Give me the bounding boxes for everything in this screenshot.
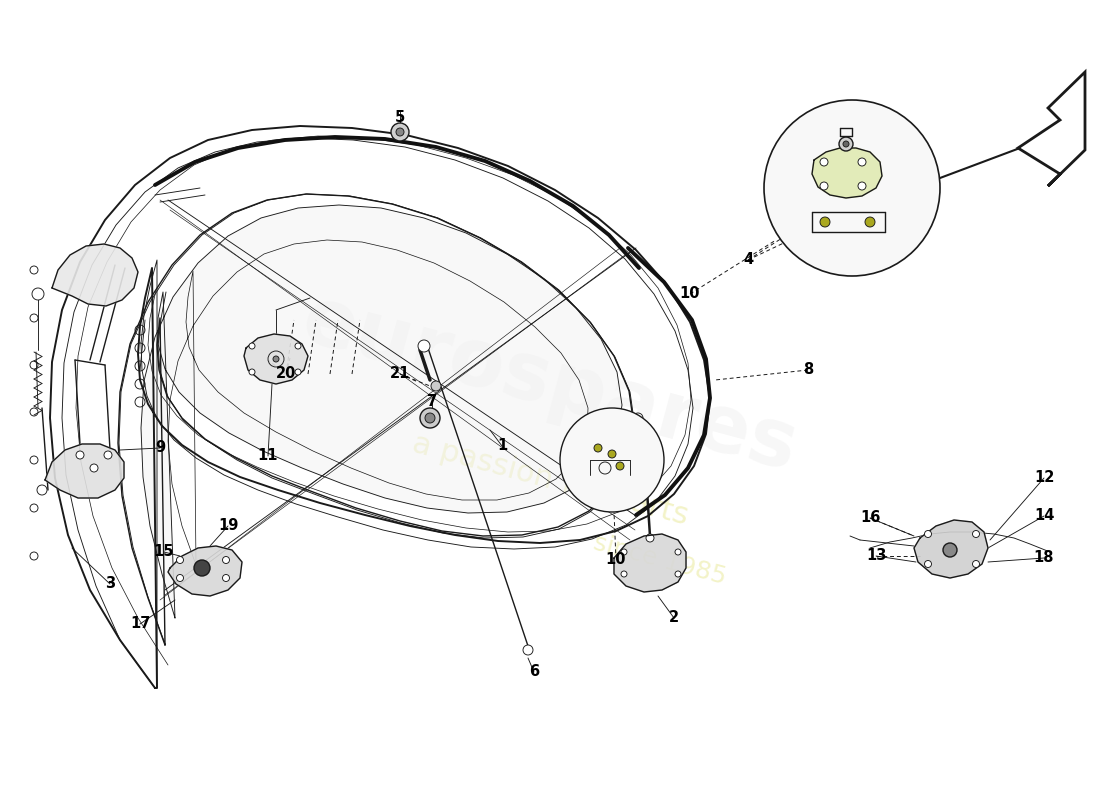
Circle shape [222,574,230,582]
Text: 11: 11 [257,449,278,463]
Circle shape [820,182,828,190]
Circle shape [675,549,681,555]
Text: 14: 14 [1034,509,1054,523]
Circle shape [176,557,184,563]
Text: 18: 18 [1034,550,1054,566]
Circle shape [839,137,853,151]
Text: 16: 16 [860,510,880,526]
Circle shape [858,182,866,190]
Text: 19: 19 [218,518,239,534]
Circle shape [843,141,849,147]
Polygon shape [812,148,882,198]
Text: 6: 6 [529,665,539,679]
Circle shape [764,100,940,276]
Circle shape [222,557,230,563]
Circle shape [820,217,830,227]
Text: 12: 12 [1034,470,1054,486]
Text: 9: 9 [155,441,165,455]
Polygon shape [614,534,686,592]
Circle shape [431,381,441,391]
Circle shape [858,158,866,166]
Circle shape [616,462,624,470]
Circle shape [76,451,84,459]
Circle shape [943,543,957,557]
Polygon shape [168,546,242,596]
Text: 4: 4 [742,253,754,267]
Text: 20: 20 [276,366,296,382]
Polygon shape [914,520,988,578]
Text: 10: 10 [606,553,626,567]
Text: a passion for parts: a passion for parts [409,429,691,531]
Circle shape [37,485,47,495]
Text: 21: 21 [389,366,410,382]
Circle shape [820,158,828,166]
Text: 13: 13 [866,549,887,563]
Circle shape [249,369,255,375]
Circle shape [594,444,602,452]
Circle shape [560,408,664,512]
Circle shape [621,549,627,555]
Polygon shape [52,244,138,306]
Circle shape [972,561,979,567]
Text: 7: 7 [427,394,437,410]
Text: 1: 1 [497,438,507,454]
Circle shape [104,451,112,459]
Circle shape [32,288,44,300]
Text: 5: 5 [395,110,405,126]
Circle shape [249,343,255,349]
Circle shape [522,645,534,655]
Text: 10: 10 [680,286,701,302]
Circle shape [418,340,430,352]
Text: since 1985: since 1985 [591,530,729,590]
Circle shape [924,530,932,538]
Text: 2: 2 [669,610,679,626]
Circle shape [295,343,301,349]
Polygon shape [45,444,124,498]
Circle shape [194,560,210,576]
Circle shape [425,413,435,423]
Circle shape [924,561,932,567]
Circle shape [273,356,279,362]
Polygon shape [141,205,622,618]
Circle shape [621,571,627,577]
Polygon shape [244,334,308,384]
Text: 15: 15 [154,545,174,559]
Text: 3: 3 [104,577,116,591]
Circle shape [90,464,98,472]
Circle shape [295,369,301,375]
Circle shape [646,534,654,542]
Circle shape [972,530,979,538]
Circle shape [176,574,184,582]
Circle shape [632,413,644,423]
Circle shape [865,217,874,227]
Text: eurospares: eurospares [294,280,806,488]
Circle shape [675,571,681,577]
Circle shape [608,450,616,458]
Circle shape [420,408,440,428]
Circle shape [396,128,404,136]
Circle shape [390,123,409,141]
Text: 8: 8 [803,362,813,378]
Text: 17: 17 [130,617,151,631]
